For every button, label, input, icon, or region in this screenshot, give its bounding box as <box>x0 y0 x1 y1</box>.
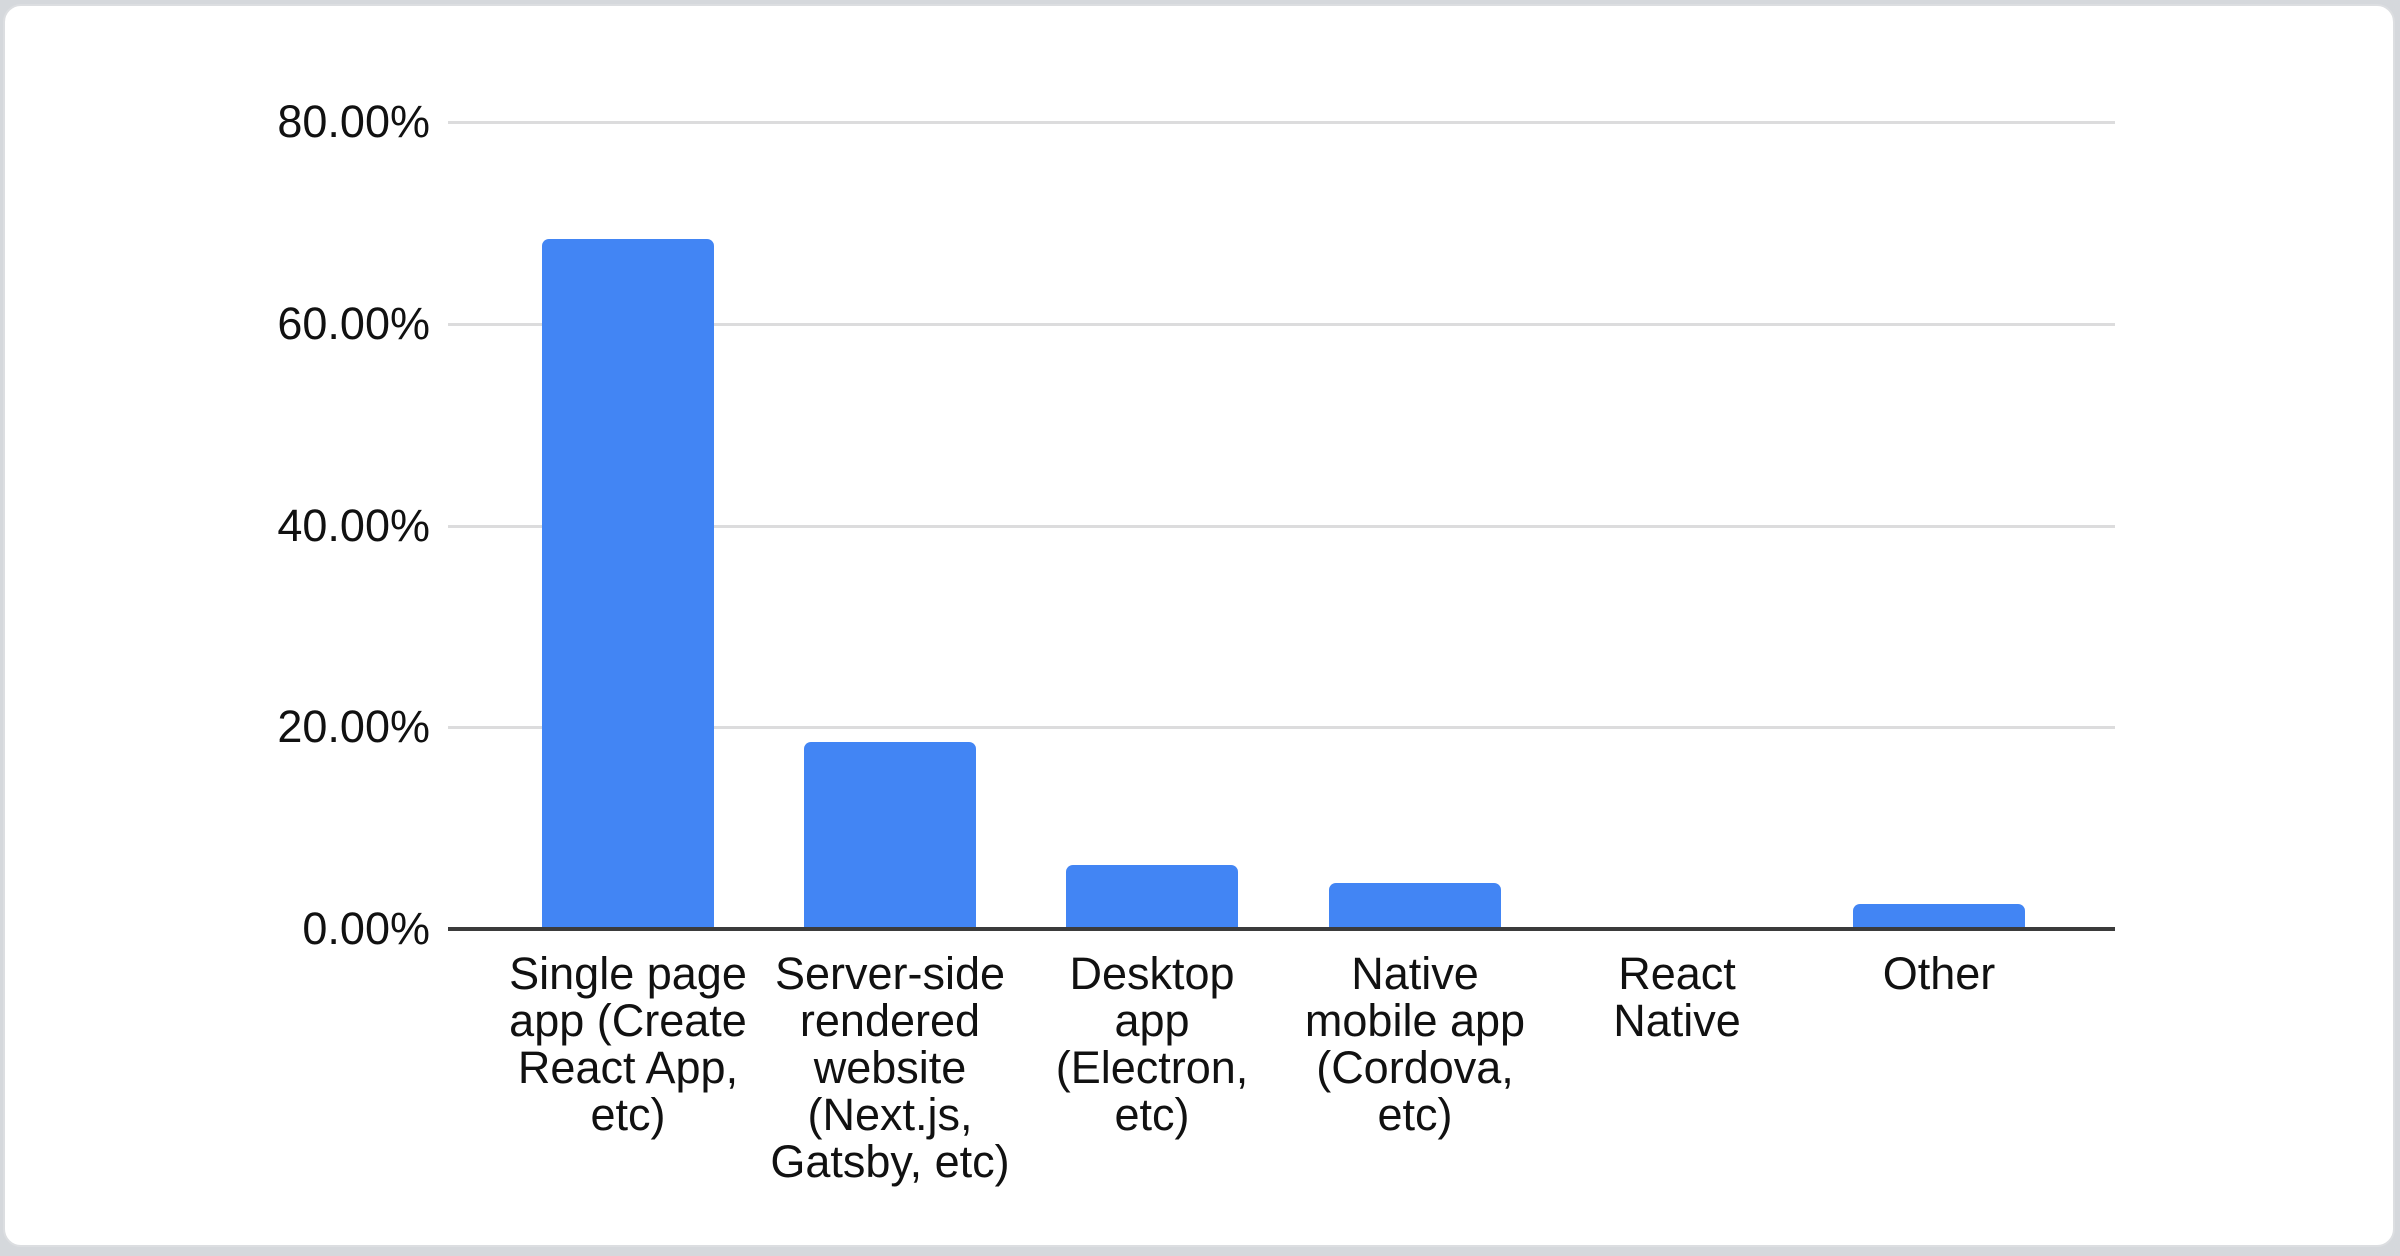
bar-chart: 80.00% 60.00% 40.00% 20.00% 0.00% Single page… <box>5 6 2393 1245</box>
bar-single-page-app-create-react-app <box>542 239 714 929</box>
x-axis-label-react-native: React Native <box>1613 948 1741 1046</box>
gridline-60 <box>448 323 2115 326</box>
gridline-40 <box>448 525 2115 528</box>
bar-native-mobile-app-cordova-etc <box>1329 883 1501 929</box>
x-axis-label-other: Other <box>1882 948 1996 999</box>
x-axis-label-single-page-app-create-react-app: Single page app (Create React App, etc) <box>509 948 747 1140</box>
y-axis-tick-label: 20.00% <box>277 701 430 752</box>
y-axis-tick-label: 80.00% <box>277 96 430 147</box>
bar-server-side-rendered-website-nex <box>804 742 976 929</box>
bar-other <box>1853 904 2025 929</box>
chart-card: 80.00% 60.00% 40.00% 20.00% 0.00% Single page… <box>3 4 2395 1247</box>
x-axis-label-native-mobile-app-cordova-etc: Native mobile app (Cordova, etc) <box>1304 948 1526 1140</box>
y-axis-tick-label: 40.00% <box>277 500 430 551</box>
bar-desktop-app-electron-etc <box>1066 865 1238 929</box>
gridline-20 <box>448 726 2115 729</box>
y-axis-tick-label: 0.00% <box>302 903 430 954</box>
x-axis-line <box>448 927 2115 931</box>
x-axis-label-desktop-app-electron-etc: Desktop app (Electron, etc) <box>1055 948 1249 1140</box>
y-axis-tick-label: 60.00% <box>277 298 430 349</box>
gridline-80 <box>448 121 2115 124</box>
x-axis-label-server-side-rendered-website-nex: Server-side rendered website (Next.js, G… <box>770 948 1010 1187</box>
